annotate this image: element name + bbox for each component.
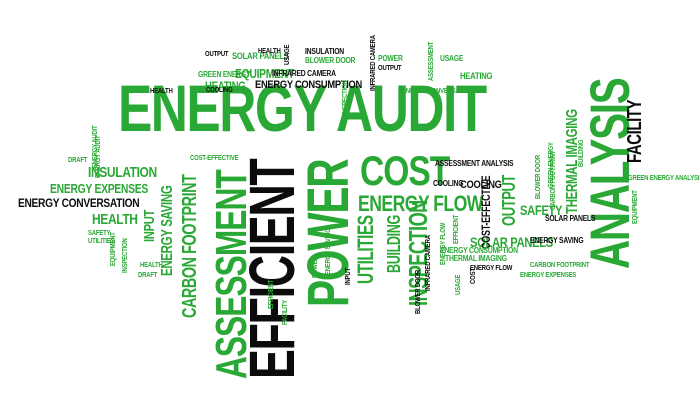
word-efficient-63: EFFICIENT <box>268 279 275 309</box>
word-inspection-52: INSPECTION <box>122 238 129 273</box>
word-usage-71: USAGE <box>455 275 462 296</box>
word-energy-audit-0: ENERGY AUDIT <box>118 71 487 145</box>
word-health-15: HEALTH <box>92 211 138 228</box>
word-insulation-30: INSULATION <box>305 47 345 56</box>
word-cost-5: COST <box>360 147 450 194</box>
word-building-23: BUILDING <box>384 215 404 274</box>
word-energy-expenses-13: ENERGY EXPENSES <box>50 181 149 196</box>
word-health-33: HEALTH <box>258 48 281 55</box>
word-equipment-25: EQUIPMENT <box>235 66 295 81</box>
word-usage-34: USAGE <box>284 45 291 66</box>
word-input-16: INPUT <box>141 210 158 243</box>
word-output-31: OUTPUT <box>205 51 229 58</box>
word-energy-conversation-41: ENERGY CONVERSATION <box>402 88 473 95</box>
word-cooling-24: COOLING <box>460 179 502 191</box>
word-output-36: OUTPUT <box>378 65 402 72</box>
word-draft-53: DRAFT <box>138 272 158 279</box>
word-solar-panels-19: SOLAR PANELS <box>470 234 553 250</box>
word-facility-79: FACILITY <box>282 299 289 325</box>
word-equipment-51: EQUIPMENT <box>110 232 117 266</box>
word-cost-effective-44: COST-EFFECTIVE <box>190 155 239 162</box>
word-energy-consumption-60: ENERGY CONSUMPTION <box>440 246 518 255</box>
word-efficient-75: EFFICIENT <box>453 214 460 244</box>
word-blower-door-29: BLOWER DOOR <box>305 56 356 65</box>
word-solar-panels-27: SOLAR PANELS <box>232 51 289 61</box>
word-green-energy-analysis-61: GREEN ENERGY ANALYSIS <box>628 175 700 182</box>
word-health-43: HEALTH <box>150 88 173 95</box>
word-assessment-39: ASSESSMENT <box>428 41 435 82</box>
word-heating-26: HEATING <box>205 79 246 93</box>
word-solar-panels-54: SOLAR PANELS <box>545 214 596 223</box>
word-heating-38: HEATING <box>460 71 493 81</box>
word-energy-conversation-14: ENERGY CONVERSATION <box>18 196 140 210</box>
word-output-22: OUTPUT <box>499 175 519 227</box>
word-safety-20: SAFETY <box>520 202 563 218</box>
word-draft-47: DRAFT <box>68 157 88 164</box>
word-facility-17: FACILITY <box>624 99 646 163</box>
word-building-68: BUILDING <box>578 139 585 168</box>
word-input-78: INPUT <box>345 268 352 285</box>
word-health-77: HEALTH <box>140 262 163 269</box>
word-infrared-camera-69: INFRARED CAMERA <box>425 235 432 292</box>
word-equipment-62: EQUIPMENT <box>632 190 639 224</box>
word-carbon-footprint-10: CARBON FOOTPRINT <box>179 174 201 319</box>
word-utilities-50: UTILITIES <box>88 238 115 245</box>
word-green-energy-32: GREEN ENERGY <box>198 70 251 79</box>
word-inspection-64: INSPECTION <box>342 80 349 115</box>
word-cooling-46: COOLING <box>433 179 464 188</box>
word-assessment-4: ASSESSMENT <box>207 170 256 379</box>
word-carbon-footprint-58: CARBON FOOTPRINT <box>530 262 590 269</box>
word-power-80: POWER <box>312 256 319 279</box>
word-energy-audit-76: ENERGY AUDIT <box>95 135 102 178</box>
word-utilities-9: UTILITIES <box>353 215 378 284</box>
word-thermal-imaging-56: THERMAL IMAGING <box>445 254 507 263</box>
word-infrared-camera-28: INFRARED CAMERA <box>272 69 336 78</box>
word-cooling-42: COOLING <box>206 87 233 94</box>
word-green-energy-67: GREEN ENERGY <box>548 142 555 188</box>
word-energy-consumption-7: ENERGY CONSUMPTION <box>255 79 362 91</box>
word-energy-flow-74: ENERGY FLOW <box>440 222 447 265</box>
word-insulation-12: INSULATION <box>88 164 157 181</box>
word-cost-72: COST <box>470 268 477 285</box>
word-blower-door-65: BLOWER DOOR <box>535 155 542 200</box>
word-blower-door-70: BLOWER DOOR <box>415 270 422 315</box>
word-assessment-analysis-45: ASSESSMENT ANALYSIS <box>435 159 514 168</box>
word-infrared-camera-40: INFRARED CAMERA <box>370 35 377 92</box>
word-energy-flow-6: ENERGY FLOW <box>358 191 483 216</box>
word-energy-flow-57: ENERGY FLOW <box>470 265 513 272</box>
word-usage-37: USAGE <box>440 54 464 63</box>
word-energy-saving-55: ENERGY SAVING <box>530 236 584 245</box>
word-power-35: POWER <box>378 54 403 63</box>
word-energy-expenses-59: ENERGY EXPENSES <box>520 272 577 279</box>
word-safety-49: SAFETY <box>88 230 111 237</box>
word-energy-saving-73: ENERGY SAVING <box>325 228 332 275</box>
